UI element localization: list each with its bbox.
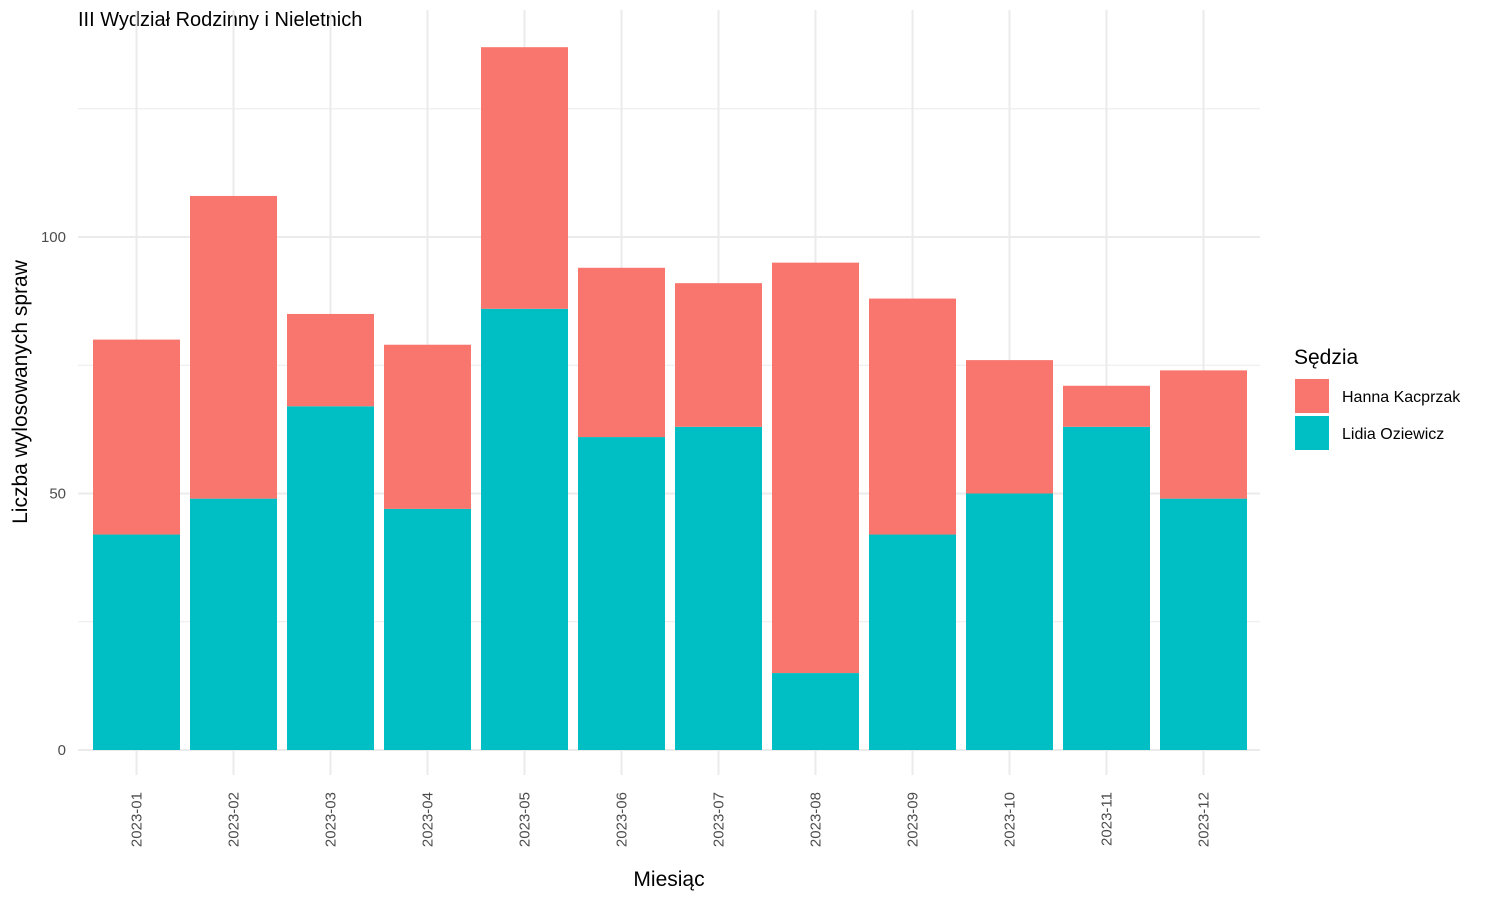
bar-segment: [190, 498, 277, 750]
legend-items: Hanna Kacprzak Lidia Oziewicz: [1295, 379, 1461, 450]
y-axis-ticks: 0 50 100: [41, 229, 66, 759]
bar-segment: [869, 298, 956, 535]
x-tick-label: 2023-09: [905, 792, 922, 847]
bar-segment: [869, 534, 956, 750]
y-tick-label: 100: [41, 229, 66, 246]
bar-segment: [287, 313, 374, 407]
bar-segment: [1063, 385, 1150, 427]
bar-segment: [675, 283, 762, 427]
x-tick-label: 2023-02: [226, 792, 243, 847]
bar-segment: [287, 406, 374, 750]
x-tick-label: 2023-03: [323, 792, 340, 847]
x-tick-label: 2023-05: [517, 792, 534, 847]
bar-segment: [1160, 498, 1247, 750]
x-tick-label: 2023-12: [1196, 792, 1213, 847]
x-tick-label: 2023-04: [420, 792, 437, 847]
legend-swatch: [1295, 416, 1329, 450]
bar-segment: [578, 437, 665, 750]
y-axis-title: Liczba wylosowanych spraw: [9, 259, 32, 524]
bar-segment: [1160, 370, 1247, 499]
bar-segment: [966, 493, 1053, 750]
x-axis-ticks: 2023-01 2023-02 2023-03 2023-04 2023-05 2023-…: [129, 792, 1213, 847]
bar-segment: [93, 534, 180, 750]
x-tick-label: 2023-07: [711, 792, 728, 847]
bar-segment: [772, 673, 859, 750]
bar-segment: [384, 508, 471, 750]
x-tick-label: 2023-01: [129, 792, 146, 847]
bar-segment: [675, 426, 762, 750]
bar-segment: [384, 344, 471, 509]
bar-segment: [772, 262, 859, 674]
bar-segment: [481, 308, 568, 750]
legend-swatch: [1295, 379, 1329, 413]
bar-segment: [190, 195, 277, 499]
y-tick-label: 50: [49, 486, 66, 503]
bar-segment: [481, 47, 568, 309]
legend-title: Sędzia: [1294, 346, 1359, 369]
chart-title: III Wydział Rodzinny i Nieletnich: [78, 9, 362, 31]
x-tick-label: 2023-10: [1002, 792, 1019, 847]
bar-segment: [966, 360, 1053, 494]
x-tick-label: 2023-11: [1099, 792, 1116, 846]
x-tick-label: 2023-06: [614, 792, 631, 847]
bar-segment: [93, 339, 180, 535]
legend: Sędzia Hanna Kacprzak Lidia Oziewicz: [1294, 346, 1461, 450]
x-axis-title: Miesiąc: [633, 868, 704, 891]
y-tick-label: 0: [58, 742, 66, 759]
bar-segment: [578, 267, 665, 438]
legend-label: Hanna Kacprzak: [1342, 389, 1461, 406]
legend-label: Lidia Oziewicz: [1342, 426, 1444, 443]
bars: [93, 47, 1247, 750]
bar-segment: [1063, 426, 1150, 750]
x-tick-label: 2023-08: [808, 792, 825, 847]
